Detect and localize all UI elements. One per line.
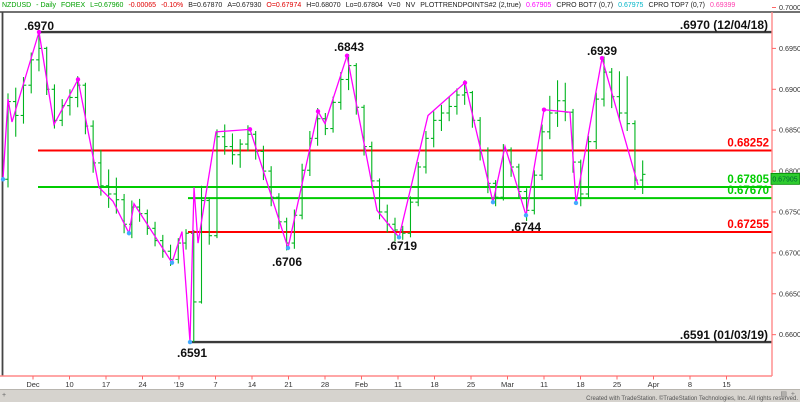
x-axis-label: 24 <box>138 380 146 389</box>
header-token: NV <box>405 2 416 9</box>
status-bar: + ▤ + Created with TradeStation. ©TradeS… <box>0 389 800 402</box>
x-axis-label: 11 <box>394 380 402 389</box>
header-token: L=0.67960 <box>90 2 124 9</box>
header-token: NZDUSD <box>2 2 32 9</box>
pan-marker-icon: + <box>2 392 7 399</box>
level-price-label: 0.67805 <box>727 174 769 186</box>
x-axis-label: '19 <box>174 380 184 389</box>
header-token: V=0 <box>387 2 401 9</box>
x-axis-label: 15 <box>722 380 730 389</box>
x-axis-label: 18 <box>430 380 438 389</box>
swing-annotation: .6744 <box>511 220 541 234</box>
header-token: 0.67975 <box>618 2 644 9</box>
header-token: 0.67905 <box>526 2 552 9</box>
swing-low-dot <box>396 235 402 240</box>
header-token: - Daily <box>36 2 57 9</box>
x-axis-label: 11 <box>540 380 548 389</box>
header-token: 0.69399 <box>709 2 736 9</box>
x-axis-label: 25 <box>467 380 475 389</box>
header-token: Lo=0.67804 <box>345 2 383 9</box>
x-axis-label: Mar <box>501 380 514 389</box>
x-axis-label: 18 <box>576 380 584 389</box>
credit-text: Created with TradeStation. ©TradeStation… <box>586 396 798 402</box>
swing-high-dot <box>36 29 42 35</box>
header-token: B=0.67870 <box>188 2 223 9</box>
x-axis-label: 21 <box>284 380 292 389</box>
swing-annotation: .6939 <box>587 44 617 58</box>
swing-high-dot <box>599 56 605 61</box>
x-axis-label: 10 <box>65 380 73 389</box>
axis-price-badge-label: 0.67905 <box>772 177 797 184</box>
x-axis-label: Apr <box>648 380 660 389</box>
x-axis-label: Feb <box>355 380 368 389</box>
x-axis-label: 28 <box>321 380 329 389</box>
swing-high-dot <box>344 53 350 58</box>
scroll-corner-icon[interactable]: ▤ + <box>780 391 796 398</box>
swing-low-dot <box>187 339 193 345</box>
swing-high-dot <box>315 109 321 114</box>
swing-low-dot <box>126 231 132 236</box>
x-axis-label: 8 <box>688 380 692 389</box>
header-token: CPRO BOT7 (0,7) <box>556 2 614 9</box>
swing-low-dot <box>285 245 291 251</box>
level-price-label: 0.68252 <box>727 137 769 149</box>
swing-high-dot <box>462 80 468 85</box>
swing-high-dot <box>247 127 253 132</box>
swing-annotation: .6591 (01/03/19) <box>680 328 768 342</box>
swing-annotation: .6719 <box>387 239 417 253</box>
swing-high-dot <box>541 107 547 112</box>
level-price-label: 0.67670 <box>727 185 769 197</box>
x-axis-label: 17 <box>102 380 110 389</box>
header-token: -0.00065 <box>128 2 157 9</box>
header-token: H=0.68070 <box>306 2 341 9</box>
swing-high-dot <box>75 77 81 82</box>
y-axis-label: 0.66000 <box>779 330 800 339</box>
header-token: FOREX <box>61 2 86 9</box>
x-axis-label: 7 <box>213 380 217 389</box>
swing-annotation: .6843 <box>334 40 364 54</box>
quote-header: NZDUSD - Daily FOREX L=0.67960 -0.00065 -0.10… <box>2 0 798 12</box>
swing-low-dot <box>0 177 6 182</box>
swing-low-dot <box>573 200 579 206</box>
header-token: A=0.67930 <box>227 2 262 9</box>
x-axis-label: Dec <box>26 380 40 389</box>
swing-low-dot <box>490 199 496 205</box>
swing-annotation: .6970 <box>24 19 54 33</box>
x-axis-label: 14 <box>248 380 256 389</box>
header-token: CPRO TOP7 (0,7) <box>648 2 705 9</box>
swing-annotation: .6706 <box>272 255 302 269</box>
swing-annotation: .6591 <box>177 346 207 360</box>
swing-low-dot <box>169 260 175 265</box>
header-token: -0.10% <box>161 2 184 9</box>
header-token: PLOTTRENDPOINTS#2 (2,true) <box>420 2 522 9</box>
swing-low-dot <box>523 213 529 218</box>
level-price-label: 0.67255 <box>727 219 769 231</box>
x-axis-label: 25 <box>613 380 621 389</box>
header-token: O=0.67974 <box>266 2 302 9</box>
swing-annotation: .6970 (12/04/18) <box>680 18 768 32</box>
